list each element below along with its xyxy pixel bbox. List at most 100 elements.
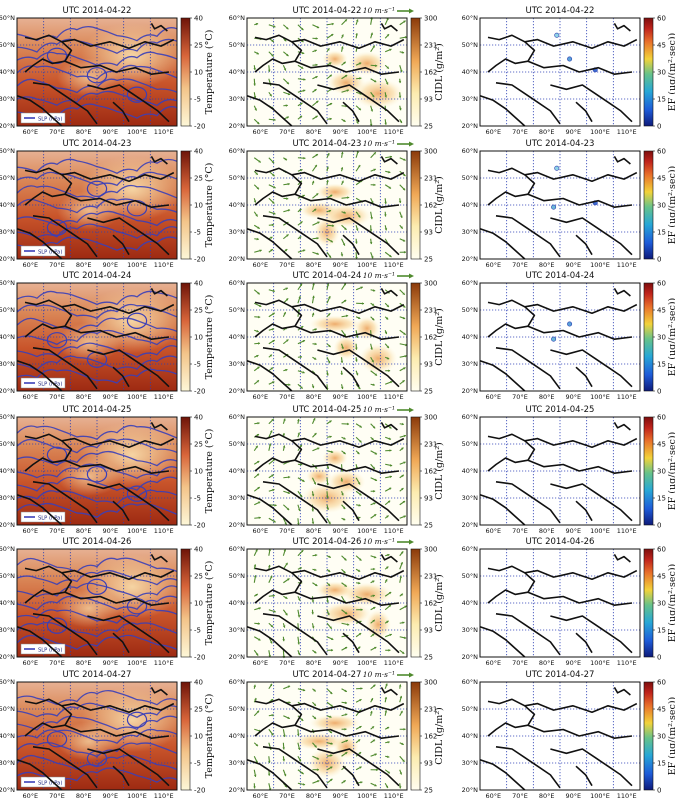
wind-arrow-head	[301, 771, 304, 775]
colorbar-tick-label: 300	[424, 679, 437, 687]
colorbar-tick-label: 25	[424, 654, 433, 662]
panel-row4-col3: UTC 2014-04-25 60°N 50°N 40°N 30°N 20°N 60°E 70…	[462, 405, 675, 535]
lat-tick-label: 50°N	[462, 41, 479, 49]
coastline	[527, 591, 633, 607]
wind-arrow-head	[389, 633, 392, 637]
colorbar-tick-label: 231	[424, 42, 437, 50]
lon-tick-label: 100°E	[127, 393, 147, 401]
colorbar-tick-label: 15	[657, 96, 666, 104]
wind-arrow-head	[271, 328, 275, 331]
coastline	[112, 366, 130, 388]
colorbar-label: EF (μg/(m²·sec))	[667, 564, 675, 642]
colorbar-tick-label: 300	[424, 414, 437, 422]
lat-tick-label: 50°N	[0, 41, 15, 49]
panel-title: UTC 2014-04-26	[293, 537, 362, 547]
coastline	[16, 626, 63, 658]
slp-contour	[16, 355, 178, 371]
wind-arrow-head	[388, 487, 392, 490]
wind-arrow-head	[402, 759, 405, 762]
colorbar-tick-label: -20	[194, 388, 205, 396]
dust-load-patch	[359, 343, 398, 374]
wind-arrow-head	[328, 209, 332, 213]
colorbar-label: Temperature (°C)	[204, 163, 215, 248]
wind-arrow-head	[299, 567, 302, 570]
wind-arrow-head	[402, 316, 406, 320]
coastline	[262, 746, 328, 789]
lat-tick-label: 40°N	[229, 599, 246, 607]
dust-load-patch	[322, 449, 348, 467]
colorbar-tick-label: 10	[194, 334, 203, 342]
colorbar-tick-label: 162	[424, 600, 437, 608]
coastline	[495, 215, 561, 258]
wind-arrow-head	[400, 69, 403, 73]
coastline	[262, 82, 328, 125]
wind-arrow-head	[315, 63, 318, 67]
lon-tick-label: 90°E	[103, 792, 119, 800]
lon-tick-label: 60°E	[253, 527, 269, 535]
colorbar-tick-label: 300	[424, 15, 437, 23]
wind-arrow-head	[329, 626, 332, 629]
panel-title: UTC 2014-04-23	[526, 139, 595, 149]
map-frame	[246, 548, 408, 658]
colorbar-tick-label: 15	[657, 361, 666, 369]
wind-arrow-head	[330, 34, 334, 37]
lon-tick-label: 110°E	[384, 128, 404, 136]
wind-arrow-head	[357, 739, 361, 742]
coastline	[479, 360, 526, 392]
lon-tick-label: 110°E	[384, 261, 404, 269]
coastline	[575, 632, 593, 654]
coastline	[317, 615, 400, 654]
wind-arrow-head	[311, 626, 315, 629]
lat-tick-label: 20°N	[229, 255, 246, 263]
wind-arrow-head	[404, 36, 408, 39]
lat-tick-label: 30°N	[0, 95, 15, 103]
wind-arrow-head	[300, 66, 304, 69]
wind-arrow-head	[398, 95, 402, 98]
colorbar-label: EF (μg/(m²·sec))	[667, 298, 675, 376]
wind-arrow-head	[405, 343, 408, 347]
wind-arrow-head	[256, 380, 259, 383]
coastline	[479, 626, 526, 658]
wind-arrow-head	[317, 780, 320, 783]
wind-arrow-head	[390, 380, 393, 384]
wind-arrow-head	[359, 425, 362, 428]
wind-arrow-head	[401, 651, 405, 654]
coastline	[550, 217, 633, 256]
wind-arrow-head	[344, 611, 348, 615]
map-frame	[16, 17, 178, 127]
wind-arrow-head	[388, 186, 391, 189]
wind-arrow-head	[313, 357, 317, 360]
coastline	[32, 215, 98, 258]
coastline	[487, 167, 536, 206]
colorbar-tick-label: 162	[424, 202, 437, 210]
wind-arrow-head	[401, 447, 404, 450]
wind-arrow-head	[258, 160, 261, 163]
slp-contour	[16, 557, 178, 573]
wind-arrow-head	[329, 730, 332, 734]
wind-arrow-head	[287, 92, 291, 96]
wind-arrow-head	[330, 754, 333, 757]
wind-arrow-head	[372, 739, 376, 742]
wind-arrow-head	[358, 62, 362, 65]
wind-arrow-head	[401, 742, 404, 745]
panel-title: UTC 2014-04-25	[293, 405, 362, 415]
slp-closed-contour	[86, 578, 108, 595]
coastline	[246, 626, 293, 658]
panel-title: UTC 2014-04-25	[63, 405, 132, 415]
lat-tick-label: 60°N	[229, 678, 246, 686]
wind-arrow-head	[356, 121, 359, 124]
panel-row1-col3: UTC 2014-04-22 60°N 50°N 40°N 30°N 20°N 60°E 70…	[462, 6, 675, 136]
wind-arrow-head	[253, 83, 256, 86]
coastline	[254, 34, 303, 73]
coastline	[246, 228, 293, 260]
map-frame	[16, 150, 178, 260]
lat-tick-label: 20°N	[0, 122, 15, 130]
coastline	[262, 347, 328, 390]
colorbar-tick-label: 15	[657, 229, 666, 237]
lon-tick-label: 70°E	[512, 261, 528, 269]
wind-arrow-head	[401, 474, 404, 478]
wind-arrow-head	[268, 655, 272, 658]
coastline	[32, 82, 98, 125]
wind-arrow-head	[343, 300, 347, 303]
wind-arrow-head	[314, 342, 317, 346]
